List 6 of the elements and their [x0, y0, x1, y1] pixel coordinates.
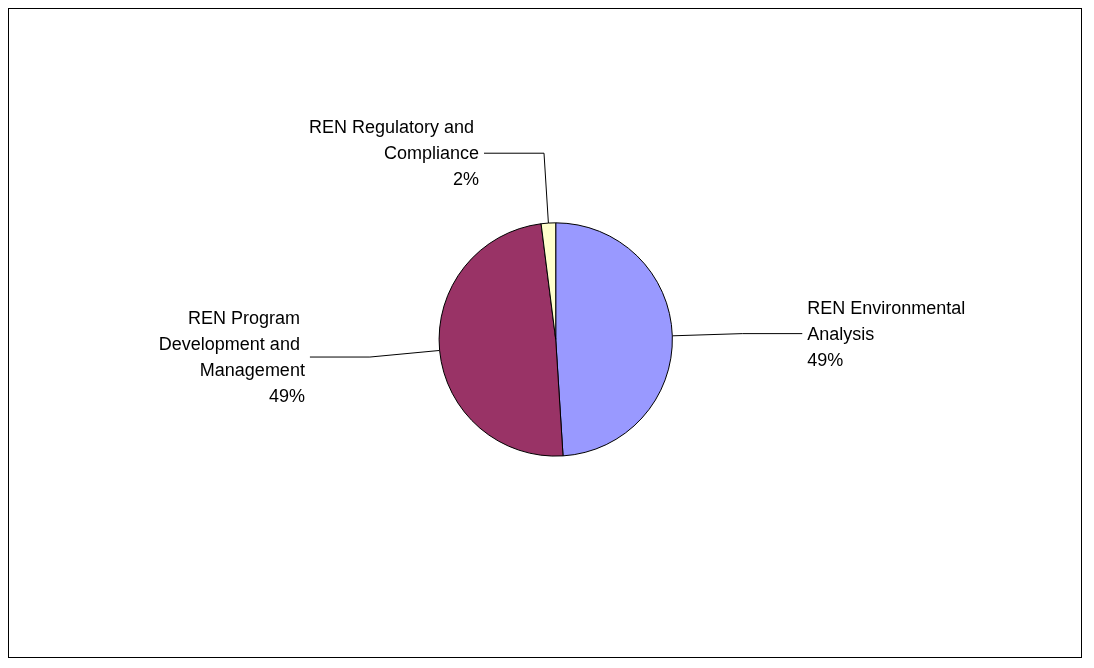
slice-label: REN Environmental Analysis: [807, 297, 971, 344]
slice-label: REN Regulatory and Compliance: [308, 117, 479, 164]
data-label: 2%: [452, 169, 479, 190]
slice-label: REN Program Development and Management: [158, 308, 305, 381]
data-label: 49%: [807, 349, 844, 370]
data-label: 49%: [268, 386, 305, 407]
